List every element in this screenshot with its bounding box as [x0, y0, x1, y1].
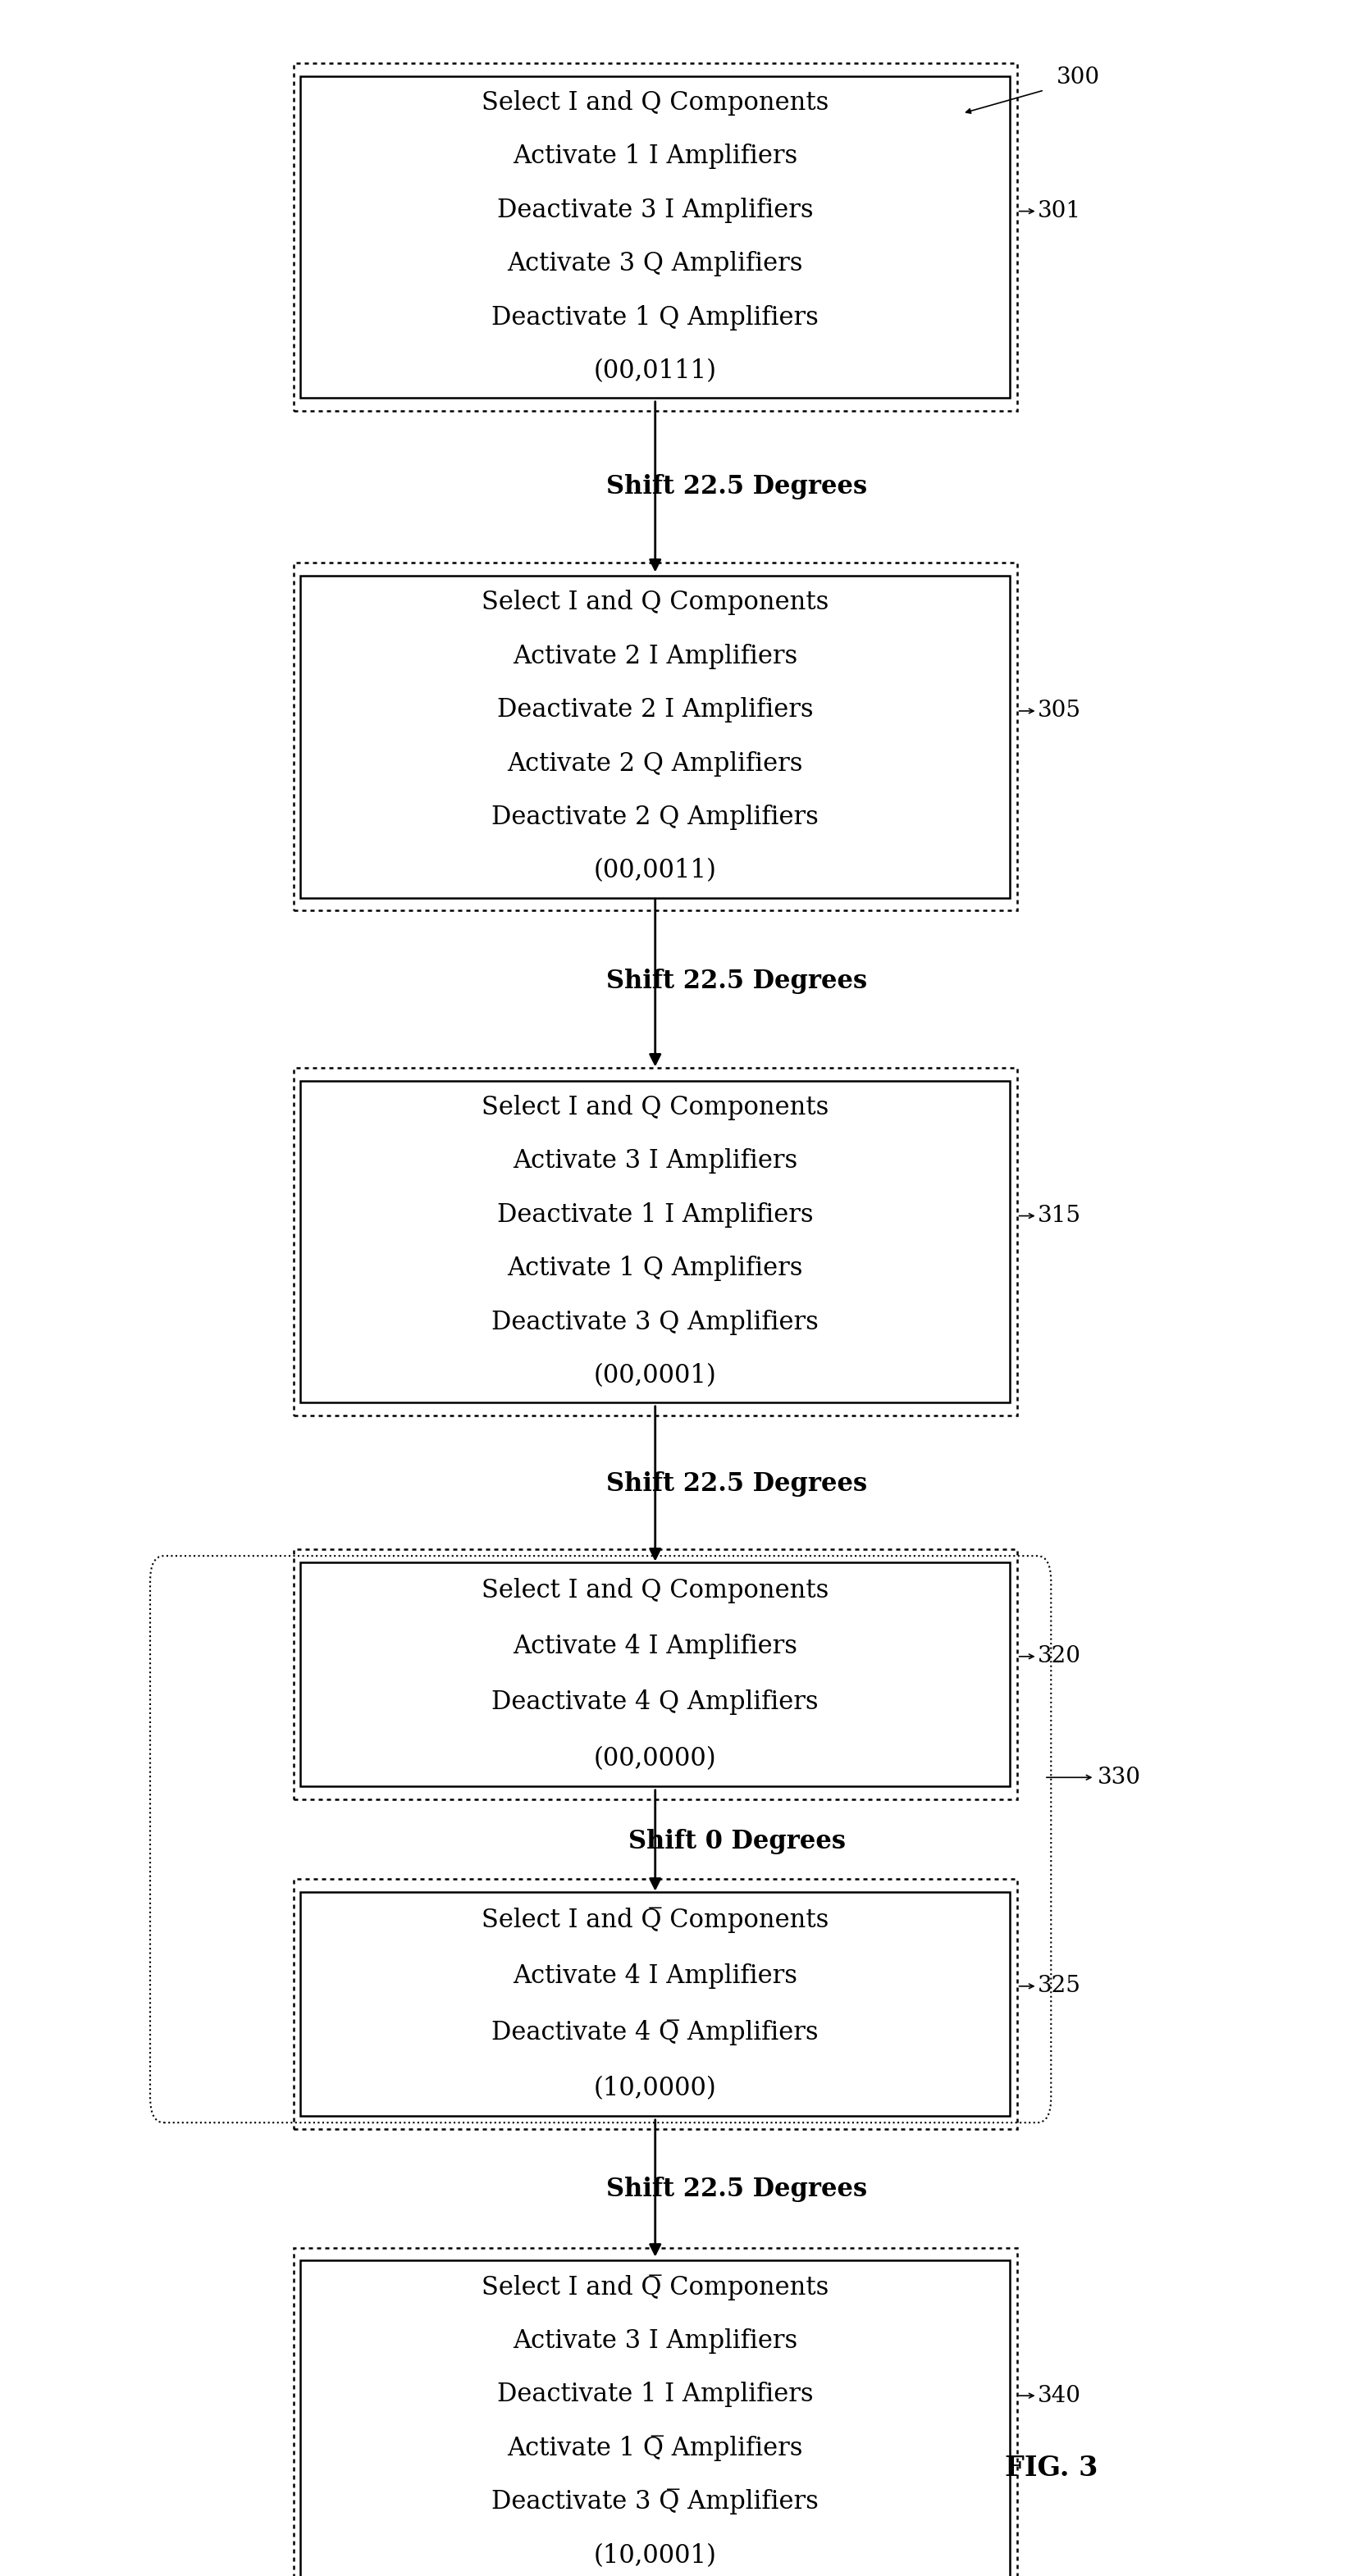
Text: Activate 2 Q Amplifiers: Activate 2 Q Amplifiers — [508, 750, 803, 775]
Text: Deactivate 4 Q Amplifiers: Deactivate 4 Q Amplifiers — [491, 1690, 819, 1716]
Bar — [293, 1066, 1017, 1417]
Text: Shift 22.5 Degrees: Shift 22.5 Degrees — [606, 2177, 868, 2202]
Text: Select I and Q Components: Select I and Q Components — [482, 1577, 829, 1602]
Text: Activate 3 I Amplifiers: Activate 3 I Amplifiers — [513, 2329, 797, 2354]
Bar — [293, 64, 1017, 410]
Text: Deactivate 2 I Amplifiers: Deactivate 2 I Amplifiers — [497, 698, 814, 724]
Text: Deactivate 1 I Amplifiers: Deactivate 1 I Amplifiers — [497, 2383, 814, 2409]
Text: Activate 2 I Amplifiers: Activate 2 I Amplifiers — [513, 644, 797, 670]
Text: 300: 300 — [1057, 67, 1100, 88]
Bar — [300, 577, 1010, 899]
Text: Deactivate 3 I Amplifiers: Deactivate 3 I Amplifiers — [497, 198, 814, 224]
Text: Activate 4 I Amplifiers: Activate 4 I Amplifiers — [513, 1963, 797, 1989]
Bar — [293, 1551, 1017, 1798]
Text: Deactivate 3 Q̅ Amplifiers: Deactivate 3 Q̅ Amplifiers — [491, 2488, 819, 2514]
Text: Select I and Q Components: Select I and Q Components — [482, 90, 829, 116]
Text: (10,0001): (10,0001) — [594, 2543, 717, 2568]
Text: (00,0000): (00,0000) — [594, 1747, 717, 1772]
Bar — [300, 1561, 1010, 1788]
Text: Shift 0 Degrees: Shift 0 Degrees — [628, 1829, 846, 1855]
Text: Activate 1 I Amplifiers: Activate 1 I Amplifiers — [513, 144, 797, 170]
Text: Shift 22.5 Degrees: Shift 22.5 Degrees — [606, 474, 868, 500]
Bar — [293, 564, 1017, 912]
Text: Select I and Q̅ Components: Select I and Q̅ Components — [482, 2275, 829, 2300]
Text: Shift 22.5 Degrees: Shift 22.5 Degrees — [606, 1471, 868, 1497]
Text: (00,0011): (00,0011) — [594, 858, 717, 884]
Text: Select I and Q̅ Components: Select I and Q̅ Components — [482, 1906, 829, 1932]
Text: Activate 3 I Amplifiers: Activate 3 I Amplifiers — [513, 1149, 797, 1175]
Text: Select I and Q Components: Select I and Q Components — [482, 1095, 829, 1121]
Text: Activate 3 Q Amplifiers: Activate 3 Q Amplifiers — [508, 250, 803, 276]
Bar — [300, 2262, 1010, 2576]
Bar — [300, 75, 1010, 397]
Text: 305: 305 — [1037, 701, 1081, 721]
Text: Deactivate 4 Q̅ Amplifiers: Deactivate 4 Q̅ Amplifiers — [491, 2020, 819, 2045]
Text: Activate 1 Q̅ Amplifiers: Activate 1 Q̅ Amplifiers — [508, 2434, 803, 2460]
Bar — [293, 2246, 1017, 2576]
Text: 330: 330 — [1097, 1767, 1141, 1788]
Text: 340: 340 — [1037, 2385, 1081, 2406]
Text: Deactivate 2 Q Amplifiers: Deactivate 2 Q Amplifiers — [491, 804, 819, 829]
Text: Deactivate 1 Q Amplifiers: Deactivate 1 Q Amplifiers — [491, 304, 819, 330]
Text: (00,0001): (00,0001) — [594, 1363, 717, 1388]
Text: 301: 301 — [1037, 201, 1081, 222]
Text: Shift 22.5 Degrees: Shift 22.5 Degrees — [606, 969, 868, 994]
Text: Deactivate 3 Q Amplifiers: Deactivate 3 Q Amplifiers — [491, 1309, 819, 1334]
Text: 315: 315 — [1037, 1206, 1081, 1226]
Text: 320: 320 — [1037, 1646, 1081, 1667]
Text: 325: 325 — [1037, 1976, 1081, 1996]
Bar — [300, 1891, 1010, 2117]
Text: Activate 4 I Amplifiers: Activate 4 I Amplifiers — [513, 1633, 797, 1659]
Text: Select I and Q Components: Select I and Q Components — [482, 590, 829, 616]
Bar — [300, 1082, 1010, 1401]
Bar — [293, 1880, 1017, 2128]
Text: Deactivate 1 I Amplifiers: Deactivate 1 I Amplifiers — [497, 1203, 814, 1229]
Text: Activate 1 Q Amplifiers: Activate 1 Q Amplifiers — [508, 1255, 803, 1280]
Text: (00,0111): (00,0111) — [594, 358, 717, 384]
Text: (10,0000): (10,0000) — [594, 2076, 717, 2102]
Text: FIG. 3: FIG. 3 — [1005, 2455, 1097, 2481]
